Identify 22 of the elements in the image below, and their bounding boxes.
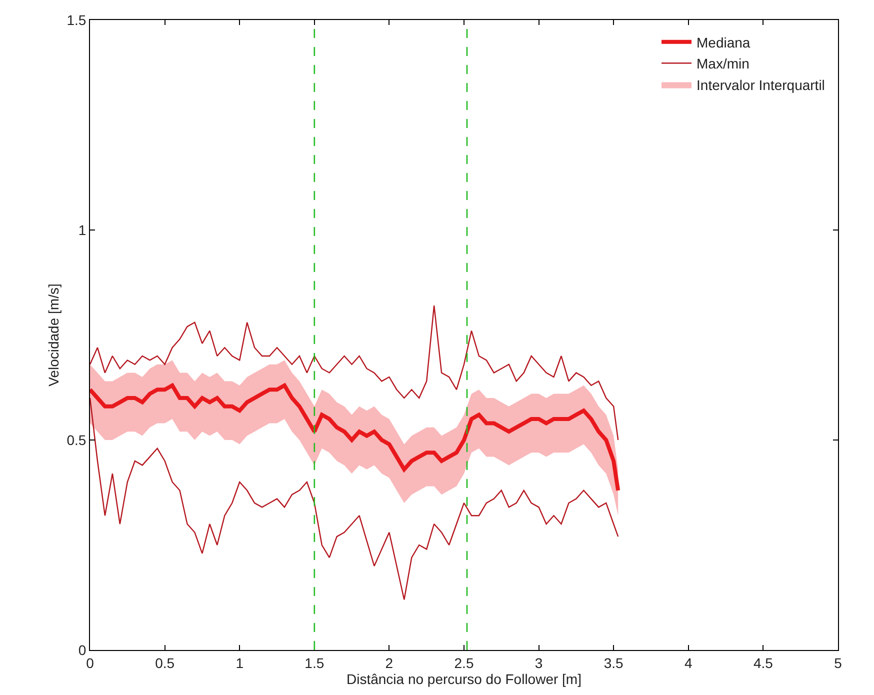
y-tick-label: 1 <box>78 222 86 238</box>
x-tick-label: 4.5 <box>753 654 774 671</box>
line-series <box>90 305 619 441</box>
x-tick-label: 0.5 <box>155 654 175 671</box>
x-tick-label: 3 <box>534 654 543 671</box>
legend-label: Max/min <box>696 56 750 72</box>
line-series <box>90 397 619 600</box>
x-tick-label: 4 <box>684 654 692 671</box>
y-tick-label: 1.5 <box>66 12 86 28</box>
x-tick-label: 1.5 <box>304 654 324 671</box>
y-tick-label: 0 <box>78 642 86 658</box>
line-series <box>90 383 620 492</box>
y-tick-label: 0.5 <box>66 432 86 448</box>
legend-label: Intervalor Interquartil <box>696 76 825 93</box>
x-tick-label: 1 <box>236 654 244 671</box>
x-tick-label: 2.5 <box>454 654 474 671</box>
x-tick-label: 5 <box>834 654 842 671</box>
x-axis-title: Distância no percurso do Follower [m] <box>346 670 582 687</box>
x-tick-label: 3.5 <box>604 654 624 671</box>
x-tick-label: 2 <box>385 654 394 671</box>
y-axis-title: Velocidade [m/s] <box>45 284 62 386</box>
legend-label: Mediana <box>696 34 750 50</box>
